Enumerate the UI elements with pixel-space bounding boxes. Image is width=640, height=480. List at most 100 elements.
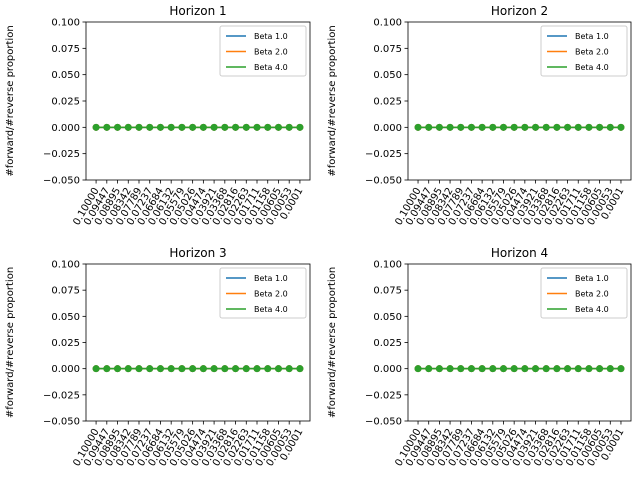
legend-label: Beta 2.0 (575, 48, 609, 57)
y-axis-label: #forward/#reverse proportion (5, 267, 16, 418)
data-point (478, 365, 486, 373)
y-tick-label: −0.025 (43, 390, 80, 401)
data-point (296, 123, 304, 131)
subplot-2: Horizon 2 #forward/#reverse proportion −0.… (327, 4, 632, 227)
legend: Beta 1.0 Beta 2.0 Beta 4.0 (219, 267, 307, 319)
legend-label: Beta 2.0 (254, 290, 288, 299)
data-point (253, 365, 261, 373)
legend-label: Beta 4.0 (254, 63, 288, 72)
data-point (232, 365, 240, 373)
data-point (264, 365, 272, 373)
y-tick-label: 0.025 (373, 338, 402, 349)
chart-title: Horizon 4 (491, 246, 548, 260)
data-point (189, 365, 197, 373)
subplot-3: Horizon 3 #forward/#reverse proportion −0.… (5, 246, 311, 468)
data-point (135, 365, 143, 373)
y-tick-label: 0.100 (373, 260, 402, 271)
chart-title: Horizon 2 (491, 4, 548, 18)
y-tick-label: 0.000 (373, 364, 402, 375)
data-point (414, 365, 422, 373)
data-point (414, 123, 422, 131)
data-point (167, 123, 175, 131)
data-point (478, 123, 486, 131)
y-tick-label: 0.025 (51, 338, 80, 349)
y-axis-label: #forward/#reverse proportion (5, 25, 16, 176)
data-point (189, 123, 197, 131)
data-point (553, 123, 561, 131)
y-tick-label: 0.075 (51, 286, 80, 297)
data-point (167, 365, 175, 373)
legend-label: Beta 4.0 (254, 305, 288, 314)
data-point (521, 123, 529, 131)
y-axis-label: #forward/#reverse proportion (327, 25, 338, 176)
legend-frame (540, 25, 628, 77)
data-point (617, 123, 625, 131)
data-point (103, 365, 111, 373)
data-point (532, 123, 540, 131)
data-point (596, 365, 604, 373)
y-tick-label: 0.000 (373, 123, 402, 134)
data-point (178, 365, 186, 373)
data-point (532, 365, 540, 373)
y-tick-label: −0.025 (43, 149, 80, 160)
data-point (146, 123, 154, 131)
data-point (199, 123, 207, 131)
data-point (274, 365, 282, 373)
data-point (146, 365, 154, 373)
data-point (156, 365, 164, 373)
data-point (553, 365, 561, 373)
y-axis-label: #forward/#reverse proportion (327, 267, 338, 418)
data-point (510, 365, 518, 373)
data-point (596, 123, 604, 131)
data-point (606, 365, 614, 373)
data-point (606, 123, 614, 131)
y-tick-label: 0.100 (51, 260, 80, 271)
y-tick-label: 0.025 (373, 97, 402, 108)
legend-label: Beta 2.0 (575, 290, 609, 299)
legend-label: Beta 4.0 (575, 305, 609, 314)
axes-frame (85, 21, 311, 181)
data-point (253, 123, 261, 131)
legend-frame (540, 267, 628, 319)
axes-frame (407, 263, 632, 422)
data-point (210, 123, 218, 131)
legend-label: Beta 1.0 (254, 274, 288, 283)
data-point (178, 123, 186, 131)
y-tick-label: −0.050 (365, 417, 402, 428)
data-point (103, 123, 111, 131)
data-point (285, 365, 293, 373)
axes-frame (85, 263, 311, 422)
data-point (124, 365, 132, 373)
data-point (92, 123, 100, 131)
data-point (114, 123, 122, 131)
data-point (446, 365, 454, 373)
data-point (156, 123, 164, 131)
data-point (210, 365, 218, 373)
data-point (274, 123, 282, 131)
chart-title: Horizon 1 (169, 4, 226, 18)
y-tick-label: 0.000 (51, 364, 80, 375)
data-point (499, 365, 507, 373)
y-tick-label: 0.075 (373, 44, 402, 55)
data-point (232, 123, 240, 131)
data-point (435, 123, 443, 131)
y-tick-label: 0.000 (51, 123, 80, 134)
data-point (564, 365, 572, 373)
data-point (221, 365, 229, 373)
legend-frame (219, 267, 307, 319)
data-point (542, 365, 550, 373)
legend-frame (219, 25, 307, 77)
y-tick-label: −0.050 (365, 176, 402, 187)
data-point (242, 365, 250, 373)
data-point (585, 365, 593, 373)
data-point (467, 123, 475, 131)
y-tick-label: 0.100 (51, 18, 80, 29)
axes-frame (407, 21, 632, 181)
data-point (457, 365, 465, 373)
data-point (114, 365, 122, 373)
y-tick-label: 0.075 (373, 286, 402, 297)
data-point (489, 123, 497, 131)
legend-label: Beta 1.0 (254, 32, 288, 41)
data-point (617, 365, 625, 373)
data-point (564, 123, 572, 131)
